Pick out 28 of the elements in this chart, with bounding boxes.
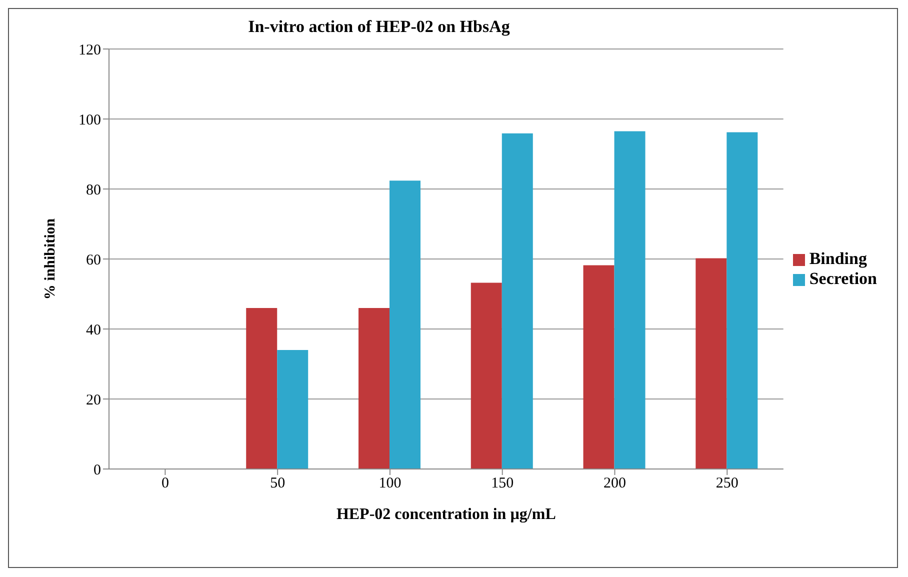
bar — [726, 132, 758, 469]
y-tick-label: 80 — [86, 182, 101, 198]
bar — [583, 265, 614, 469]
legend-label: Secretion — [809, 269, 877, 288]
bar — [696, 258, 727, 469]
bar — [390, 180, 420, 469]
x-axis-title: HEP-02 concentration in µg/mL — [336, 506, 556, 523]
bar — [502, 133, 533, 469]
y-tick-label: 120 — [78, 42, 101, 58]
y-tick-label: 20 — [86, 392, 101, 408]
legend-label: Binding — [809, 249, 867, 268]
y-tick-label: 60 — [86, 252, 101, 268]
y-tick-label: 0 — [94, 462, 101, 478]
x-tick-label: 50 — [270, 476, 286, 492]
bar — [614, 131, 646, 469]
x-tick-label: 100 — [378, 476, 402, 492]
bar — [246, 308, 278, 469]
x-tick-label: 250 — [716, 476, 738, 492]
bar — [277, 350, 308, 469]
bar — [358, 308, 390, 469]
y-axis-title: % inhibition — [42, 218, 58, 300]
x-tick-label: 0 — [161, 476, 169, 492]
y-tick-label: 40 — [86, 322, 101, 338]
chart-title: In-vitro action of HEP-02 on HbsAg — [247, 17, 511, 37]
bar — [470, 282, 502, 469]
x-tick-label: 150 — [491, 476, 514, 492]
y-tick-label: 100 — [78, 112, 101, 128]
x-tick-label: 200 — [603, 476, 626, 492]
